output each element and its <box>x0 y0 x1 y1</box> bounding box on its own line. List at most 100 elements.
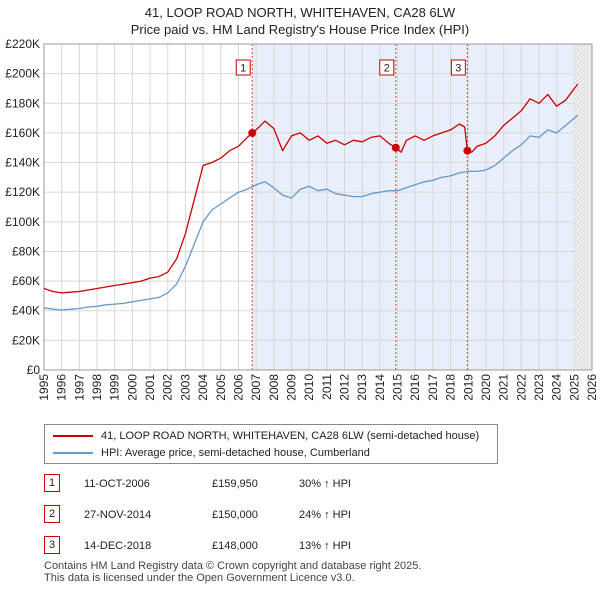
sale-badge-2: 2 <box>44 505 60 523</box>
projection-hatch <box>574 266 592 285</box>
x-tick-label-30: 2025 <box>567 374 581 401</box>
projection-hatch <box>574 46 592 65</box>
chart-title: 41, LOOP ROAD NORTH, WHITEHAVEN, CA28 6L… <box>0 4 600 38</box>
sale-price-1: £159,950 <box>212 478 258 490</box>
x-tick-label-10: 2005 <box>214 374 228 401</box>
projection-hatch <box>574 110 592 129</box>
projection-hatch <box>574 58 592 77</box>
projection-hatch <box>574 346 592 365</box>
x-tick-label-29: 2024 <box>550 374 564 401</box>
y-tick-label-9: £180K <box>5 96 40 110</box>
projection-hatch <box>579 358 592 370</box>
x-tick-label-0: 1995 <box>37 374 51 401</box>
projection-hatch <box>574 314 592 333</box>
legend-item-hpi: HPI: Average price, semi-detached house,… <box>53 445 370 461</box>
x-tick-label-18: 2013 <box>355 374 369 401</box>
projection-hatch <box>574 294 592 313</box>
projection-hatch <box>583 362 592 370</box>
projection-hatch <box>574 218 592 237</box>
sale-marker-2 <box>391 143 400 152</box>
projection-hatch <box>574 318 592 337</box>
sale-flag-label-1: 1 <box>240 63 246 75</box>
x-tick-label-25: 2020 <box>479 374 493 401</box>
projection-hatch <box>574 254 592 273</box>
x-tick-label-4: 1999 <box>108 374 122 401</box>
sale-flag-box-2 <box>379 59 395 76</box>
x-tick-label-12: 2007 <box>249 374 263 401</box>
shaded-period-1 <box>252 44 396 370</box>
projection-hatch <box>574 290 592 309</box>
sale-price-3: £148,000 <box>212 540 258 552</box>
projection-hatch <box>574 122 592 141</box>
legend-item-property: 41, LOOP ROAD NORTH, WHITEHAVEN, CA28 6L… <box>53 428 479 444</box>
footer-line-1: Contains HM Land Registry data © Crown c… <box>44 560 422 572</box>
legend-swatch-hpi <box>53 452 93 455</box>
projection-hatch <box>574 50 592 69</box>
projection-hatch <box>574 302 592 321</box>
footer-line-2: This data is licensed under the Open Gov… <box>44 572 355 584</box>
projection-hatch <box>574 102 592 121</box>
sale-date-2: 27-NOV-2014 <box>84 509 152 521</box>
y-tick-label-4: £80K <box>12 244 40 258</box>
projection-hatch <box>574 178 592 197</box>
projection-hatch <box>574 44 591 61</box>
projection-hatch <box>587 366 592 370</box>
shaded-period-2 <box>395 44 468 370</box>
projection-hatch <box>574 138 592 157</box>
sale-flag-box-1 <box>235 59 251 76</box>
x-tick-label-23: 2018 <box>444 374 458 401</box>
projection-hatch <box>574 94 592 113</box>
price-chart: 1 2 3 £0 £20K £40K £60K £80K £100K £120K £140K £160… <box>5 37 599 401</box>
projection-hatch <box>574 202 592 221</box>
projection-hatch <box>574 166 592 185</box>
plot-border <box>43 43 593 371</box>
x-tick-label-14: 2009 <box>284 374 298 401</box>
projection-hatch <box>574 242 592 261</box>
legend-swatch-property <box>53 435 93 438</box>
projection-hatch <box>574 194 592 213</box>
x-tick-label-1: 1996 <box>55 374 69 401</box>
y-tick-label-7: £140K <box>5 156 40 170</box>
sale-hpi-1: 30% ↑ HPI <box>299 478 351 490</box>
projection-hatch <box>574 66 592 85</box>
projection-hatch <box>574 170 592 189</box>
projection-hatch <box>574 186 592 205</box>
projection-hatch <box>574 298 592 317</box>
projection-hatch <box>574 78 592 97</box>
y-tick-label-0: £0 <box>27 363 41 377</box>
projection-hatch <box>574 44 583 53</box>
y-tick-label-3: £60K <box>12 274 40 288</box>
y-tick-label-6: £120K <box>5 185 40 199</box>
x-tick-label-6: 2001 <box>143 374 157 401</box>
sale-price-2: £150,000 <box>212 509 258 521</box>
x-tick-label-13: 2008 <box>267 374 281 401</box>
x-tick-label-27: 2022 <box>514 374 528 401</box>
projection-hatch <box>574 258 592 277</box>
projection-hatch <box>574 74 592 93</box>
projection-hatch <box>574 182 592 201</box>
series-line-property <box>43 83 579 294</box>
sale-marker-3 <box>463 146 472 155</box>
x-tick-label-28: 2023 <box>532 374 546 401</box>
legend-label-hpi: HPI: Average price, semi-detached house,… <box>101 447 370 459</box>
projection-hatch <box>574 134 592 153</box>
legend-label-property: 41, LOOP ROAD NORTH, WHITEHAVEN, CA28 6L… <box>101 430 480 442</box>
projection-hatch <box>574 262 592 281</box>
projection-hatch <box>574 322 592 341</box>
projection-hatch <box>574 62 592 81</box>
x-tick-label-8: 2003 <box>178 374 192 401</box>
x-tick-label-17: 2012 <box>338 374 352 401</box>
sale-date-3: 14-DEC-2018 <box>84 540 152 552</box>
y-tick-label-10: £200K <box>5 67 40 81</box>
x-tick-label-5: 2000 <box>125 374 139 401</box>
x-tick-label-7: 2002 <box>161 374 175 401</box>
projection-hatch <box>574 174 592 193</box>
legend: 41, LOOP ROAD NORTH, WHITEHAVEN, CA28 6L… <box>44 424 498 464</box>
projection-hatch <box>574 226 592 245</box>
y-tick-label-11: £220K <box>5 37 40 51</box>
y-tick-label-1: £20K <box>12 333 40 347</box>
projection-hatch <box>574 82 592 101</box>
sale-badge-1: 1 <box>44 474 60 492</box>
projection-hatch <box>575 354 592 370</box>
projection-hatch <box>574 230 592 249</box>
